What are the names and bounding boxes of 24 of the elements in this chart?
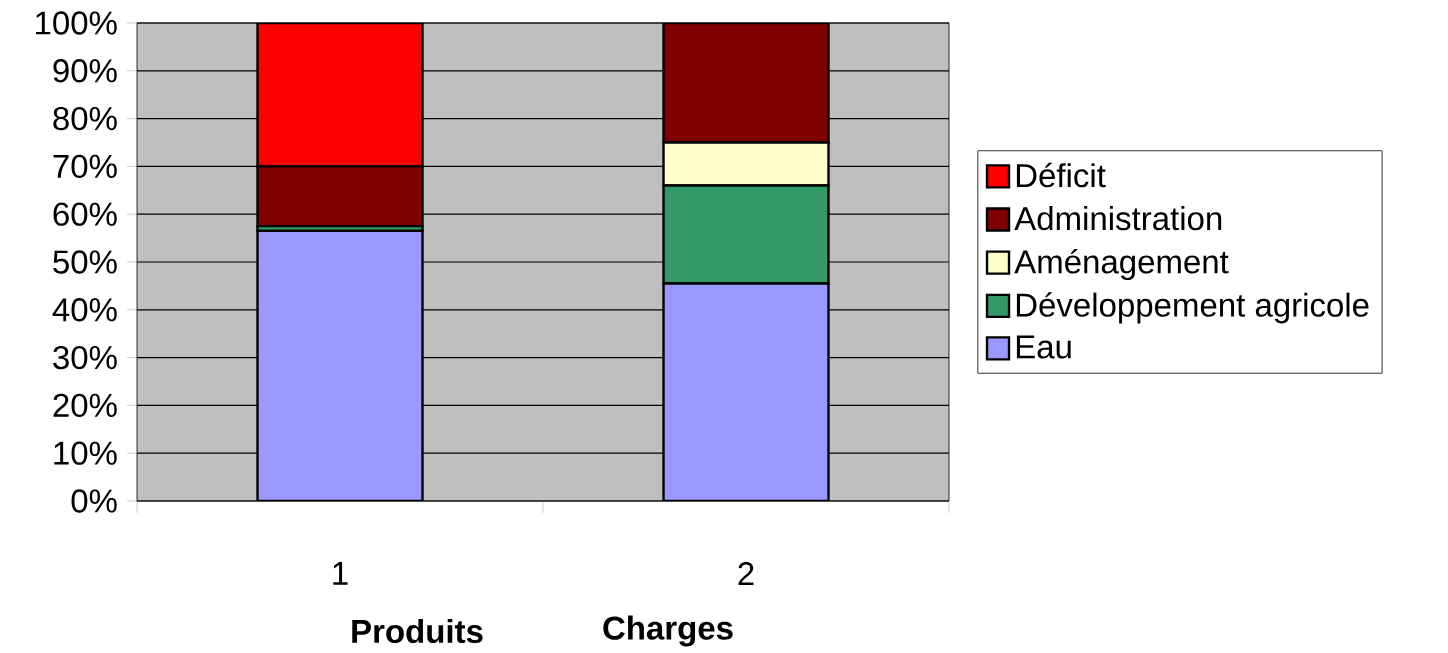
y-tick-label: 20% [53,393,117,418]
y-tick-label: 100% [36,11,117,35]
legend-label: Eau [1016,335,1071,359]
bar [256,165,424,228]
y-tick-label: 50% [53,250,117,274]
legend-label: Déficit [1016,162,1106,188]
bar [256,229,424,501]
y-tick-label: 10% [54,441,117,465]
legend-label: Administration [1014,206,1222,231]
y-tick-label: 30% [53,345,117,370]
y-tick-label: 0% [71,489,117,513]
bar [662,282,830,501]
text: Charges [603,615,733,647]
bar [662,22,830,144]
x-tick-label: 1 [333,562,348,585]
legend-label: Développement agricole [1016,292,1369,324]
x-tick-label: 2 [738,562,754,586]
y-tick-label: 80% [53,106,117,131]
y-tick-label: 70% [53,154,117,179]
y-tick-label: 60% [53,202,117,226]
legend-label: Aménagement [1014,248,1229,281]
y-tick-label: 40% [52,298,117,322]
y-tick-label: 90% [53,59,117,83]
text: Produits [352,618,483,644]
